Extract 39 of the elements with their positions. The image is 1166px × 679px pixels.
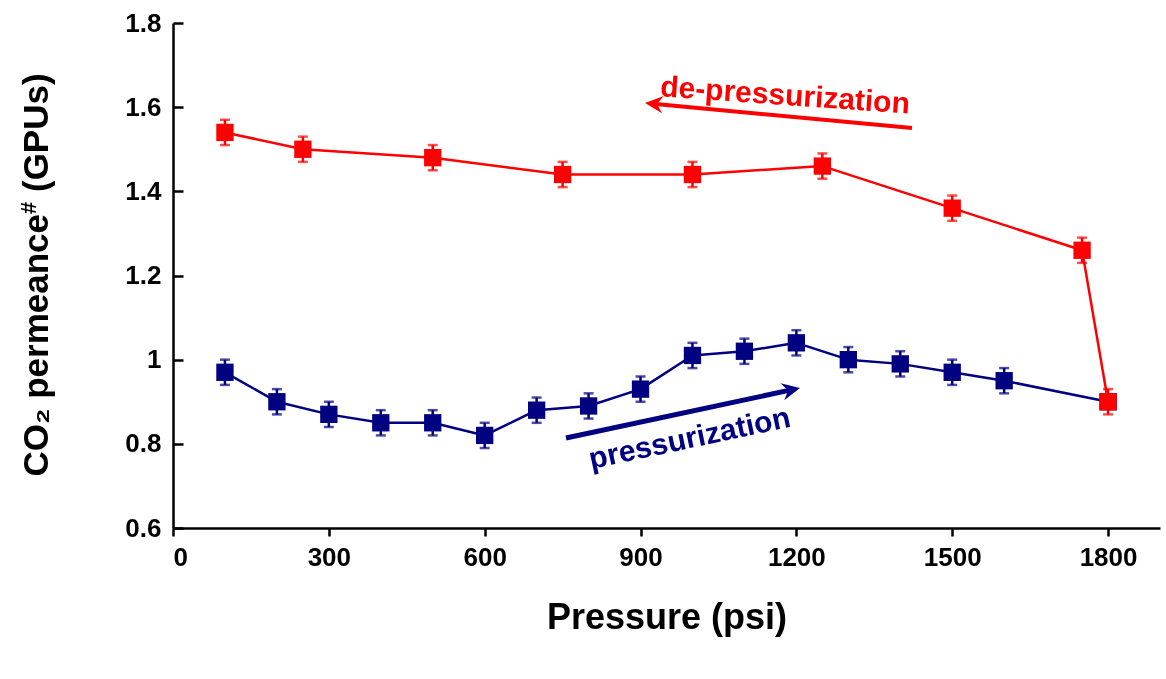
y-tick-label: 1.2 [125,260,162,290]
x-axis-title: Pressure (psi) [546,595,788,637]
point [1073,241,1091,259]
point [216,123,234,142]
y-tick-label: 1.6 [125,91,162,122]
y-tick-label: 1 [147,344,162,375]
point [424,149,442,167]
x-tick-label: 300 [307,541,352,572]
point [891,355,909,373]
point [631,380,650,398]
annotation: de-pressurization [659,69,912,120]
y-tick-label: 0.8 [125,428,162,459]
point [943,363,961,381]
point [372,414,390,432]
point [787,334,806,352]
point [735,342,754,360]
x-tick-label: 900 [619,541,663,572]
x-tick-label: 0 [173,541,188,572]
point [476,426,494,445]
point [943,199,961,217]
point [216,363,234,381]
y-tick-label: 0.6 [125,512,162,543]
y-tick-label: 1.8 [125,7,162,38]
point [683,346,702,365]
x-tick-label: 1200 [767,541,826,572]
point [553,165,572,184]
point [294,140,312,158]
point [839,351,857,369]
x-tick-label: 1800 [1079,541,1138,572]
point [268,393,286,411]
y-tick-label: 1.4 [125,175,163,206]
x-tick-label: 600 [463,541,507,572]
x-tick-label: 1500 [923,541,982,572]
point [527,401,546,419]
point [813,157,831,175]
point [683,165,702,184]
point [995,372,1013,390]
point [424,414,442,432]
point [320,405,338,424]
